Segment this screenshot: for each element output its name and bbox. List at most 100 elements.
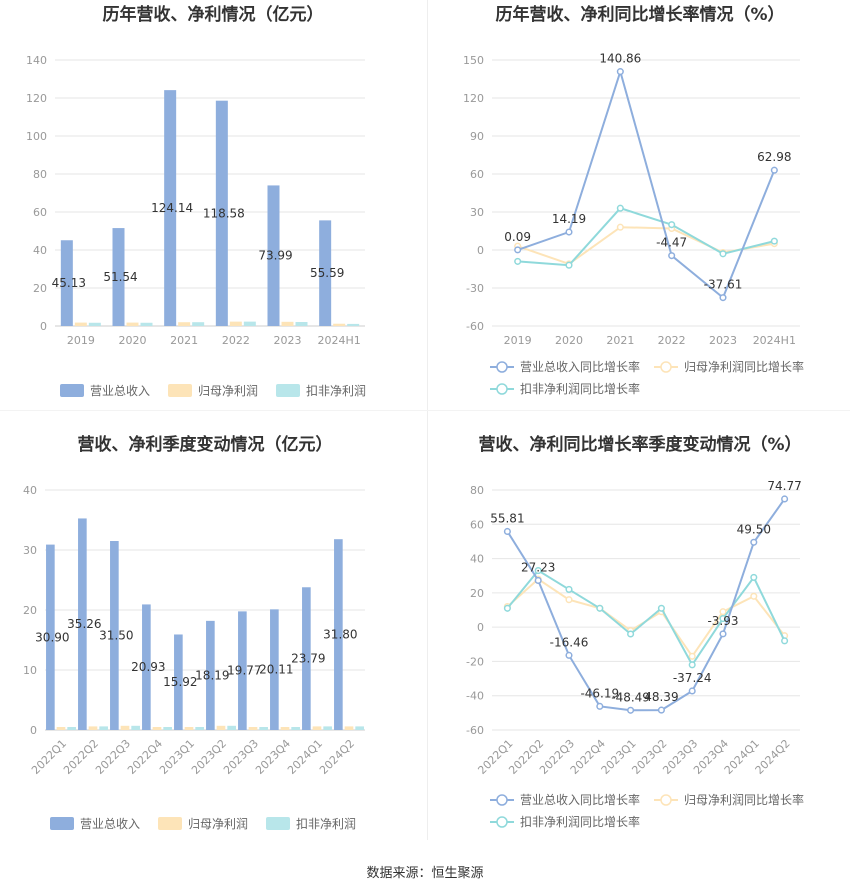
series-point-3: [781, 637, 789, 645]
bar-3: [67, 727, 76, 730]
bar-1: [60, 240, 73, 326]
legend-label: 归母净利润: [188, 817, 248, 831]
bar-1: [238, 611, 247, 730]
data-label: 51.54: [103, 270, 137, 284]
bar-3: [227, 725, 236, 730]
horizontal-divider: [0, 410, 850, 411]
series-point-1: [534, 576, 542, 585]
legend-swatch-1: [50, 817, 74, 830]
data-label: -37.24: [673, 671, 712, 685]
bar-3: [259, 727, 268, 730]
series-point-3: [770, 237, 778, 245]
bar-3: [163, 727, 172, 730]
bar-1: [215, 100, 228, 326]
y-tick-label: 60: [470, 518, 484, 531]
series-point-1: [781, 495, 789, 503]
bar-3: [140, 322, 153, 326]
data-label: 55.59: [310, 266, 344, 280]
series-point-2: [750, 592, 758, 600]
series-line-3: [517, 207, 775, 267]
data-label: 20.11: [259, 663, 293, 677]
legend-marker-2: [660, 794, 672, 806]
data-label: -16.46: [550, 635, 589, 649]
series-point-1: [719, 630, 727, 638]
x-tick-label: 2024Q2: [317, 737, 357, 777]
data-label: -3.93: [707, 614, 738, 628]
series-point-1: [514, 246, 522, 254]
x-tick-label: 2023: [274, 334, 302, 347]
bar-1: [142, 604, 151, 730]
bar-2: [74, 322, 87, 326]
series-line-3: [506, 569, 786, 667]
data-label: 14.19: [552, 212, 586, 226]
data-label: 30.90: [35, 630, 69, 644]
series-point-3: [719, 615, 727, 623]
bar-2: [248, 727, 258, 730]
legend-label: 扣非净利润: [296, 817, 356, 831]
bar-3: [347, 323, 360, 326]
series-point-3: [565, 261, 573, 269]
bar-2: [56, 727, 66, 730]
x-tick-label: 2024H1: [753, 334, 796, 347]
y-tick-label: 20: [33, 282, 47, 295]
bar-1: [174, 634, 183, 730]
legend-swatch-1: [60, 384, 84, 397]
y-tick-label: -30: [466, 282, 484, 295]
legend-marker-3: [496, 383, 508, 395]
y-tick-label: -60: [466, 320, 484, 333]
data-label: 74.77: [767, 479, 801, 493]
bar-3: [323, 726, 332, 730]
series-point-1: [668, 252, 676, 260]
data-label: 15.92: [163, 675, 197, 689]
data-label: -4.47: [656, 236, 687, 250]
legend-label: 归母净利润同比增长率: [684, 792, 804, 807]
series-point-1: [503, 527, 511, 536]
bar-1: [267, 185, 280, 326]
x-tick-label: 2023: [709, 334, 737, 347]
y-tick-label: 80: [470, 484, 484, 497]
x-tick-label: 2021: [606, 334, 634, 347]
data-label: 49.50: [737, 522, 771, 536]
series-point-2: [688, 652, 696, 660]
x-tick-label: 2019: [67, 334, 95, 347]
y-tick-label: 0: [477, 621, 484, 634]
y-tick-label: -60: [466, 724, 484, 737]
bar-2: [280, 727, 290, 730]
bar-2: [178, 322, 191, 326]
data-label: 55.81: [490, 511, 524, 525]
legend-label: 营业总收入同比增长率: [520, 792, 640, 807]
series-point-3: [627, 630, 635, 638]
series-point-3: [668, 221, 676, 229]
data-label: -46.19: [580, 686, 619, 700]
bar-1: [46, 544, 55, 730]
x-tick-label: 2024H1: [318, 334, 361, 347]
bar-3: [243, 321, 256, 326]
chart-title: 营收、净利同比增长率季度变动情况（%）: [478, 434, 801, 455]
series-point-1: [719, 294, 727, 302]
bar-2: [312, 726, 322, 730]
chart-title: 营收、净利季度变动情况（亿元）: [78, 434, 333, 455]
series-point-1: [627, 706, 635, 714]
data-label: -37.61: [704, 278, 743, 292]
legend-label: 归母净利润同比增长率: [684, 359, 804, 374]
y-tick-label: 30: [470, 206, 484, 219]
legend-label: 扣非净利润同比增长率: [520, 814, 640, 829]
y-tick-label: 80: [33, 168, 47, 181]
series-point-3: [688, 661, 696, 669]
legend-label: 扣非净利润同比增长率: [520, 381, 640, 396]
data-label: 140.86: [599, 52, 641, 66]
bar-1: [110, 541, 119, 730]
x-tick-label: 2022: [658, 334, 686, 347]
bar-2: [333, 323, 346, 326]
vertical-divider: [427, 0, 428, 840]
series-point-2: [565, 596, 573, 604]
y-tick-label: 0: [30, 724, 37, 737]
data-label: 0.09: [504, 230, 531, 244]
data-label: 124.14: [151, 201, 193, 215]
y-tick-label: -40: [466, 690, 484, 703]
data-label: 23.79: [291, 652, 325, 666]
legend: 营业总收入 归母净利润 扣非净利润: [60, 384, 366, 398]
